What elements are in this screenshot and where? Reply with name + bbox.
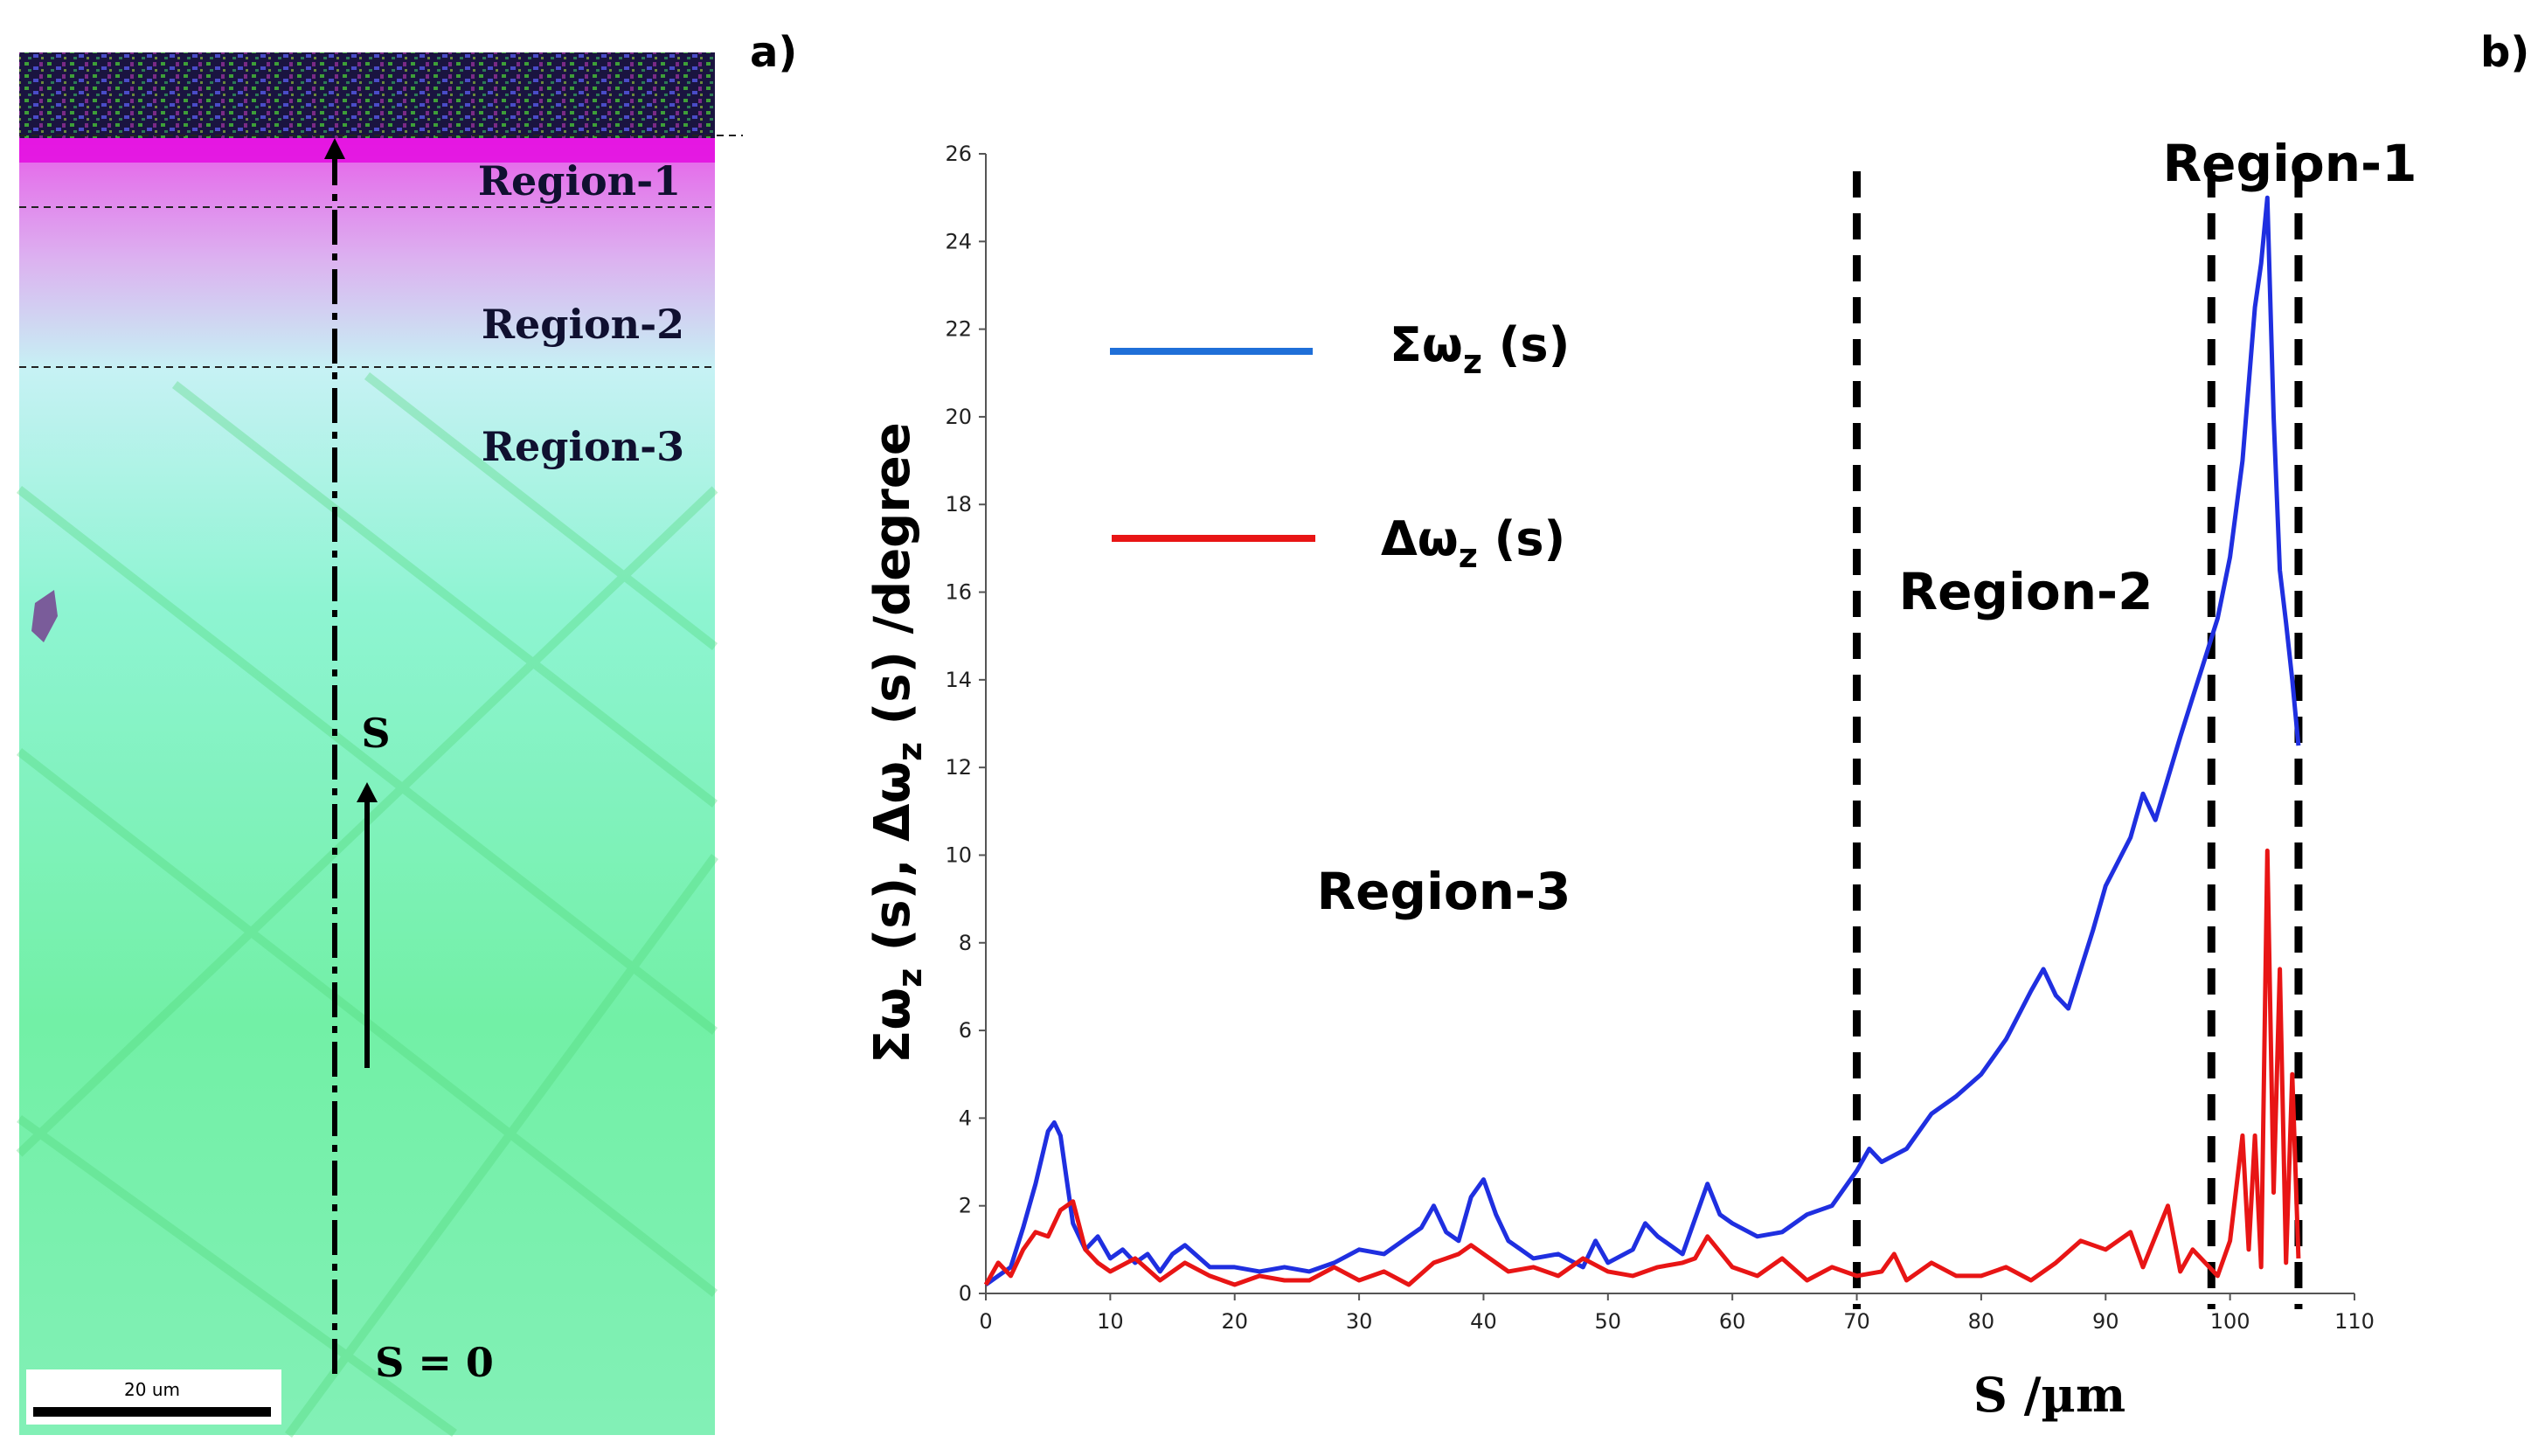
region-boundaries [1853,171,2303,1309]
x-tick-label: 100 [2210,1309,2250,1334]
x-tick-label: 20 [1221,1309,1248,1334]
y-tick-label: 18 [945,492,972,517]
x-tick-label: 60 [1719,1309,1746,1334]
micrograph-background [19,52,715,1435]
chart: 0 10 20 30 40 50 60 70 80 90 100 110 02468101214161… [864,134,2417,1423]
s-origin-label: S = 0 [375,1339,494,1386]
s-arrow-label: S [361,710,390,757]
panel-a-label: a) [750,28,797,77]
y-tick-label: 6 [959,1018,972,1043]
y-tick-label: 14 [945,668,972,692]
y-tick-label: 10 [945,842,972,867]
x-ticks: 0 10 20 30 40 50 60 70 80 90 100 110 [979,1293,2375,1334]
micrograph-surface-band [19,138,715,163]
x-tick-label: 40 [1470,1309,1497,1334]
slip-lines [16,372,719,1438]
x-tick-label: 90 [2092,1309,2119,1334]
x-tick-label: 80 [1968,1309,1995,1334]
scale-bar-line [33,1407,271,1417]
x-tick-label: 110 [2334,1309,2375,1334]
y-label-sub-1: z [891,968,929,988]
legend: Σωz (s) Δωz (s) [1110,317,1570,575]
inclusion [31,590,58,642]
region-2-label-a: Region-2 [482,301,684,348]
y-tick-label: 2 [959,1194,972,1218]
trace-arrowhead [324,138,345,159]
y-tick-label: 16 [945,580,972,605]
y-tick-label: 22 [945,317,972,342]
legend-entry-delta: Δωz (s) [1381,511,1565,575]
svg-text:Σωz (s), Δωz (s) /degree: Σωz (s), Δωz (s) /degree [864,422,929,1064]
region-3-label-a: Region-3 [482,423,684,470]
y-label-sub-2: z [891,742,929,761]
series-line-sum [984,195,2301,1287]
micrograph-noisy-top [19,52,715,138]
y-label-part-3: (s) /degree [864,422,921,742]
s-direction-arrowhead [357,782,378,802]
scale-bar: 20 um [26,1369,281,1425]
microstructure-panel: 20 um Region-1 Region-2 Region-3 S S = 0 [16,52,743,1438]
panel-b-label: b) [2480,28,2529,77]
x-tick-label: 70 [1843,1309,1870,1334]
y-tick-label: 20 [945,405,972,429]
y-label-part-2: (s), Δω [864,761,921,968]
y-tick-label: 4 [959,1106,972,1130]
y-tick-label: 26 [945,142,972,166]
legend-entry-sum: Σωz (s) [1390,317,1570,381]
series-line-delta [983,848,2301,1287]
region-1-label-a: Region-1 [478,157,681,205]
x-tick-label: 10 [1097,1309,1124,1334]
scale-bar-label: 20 um [124,1379,180,1400]
region-3-annotation: Region-3 [1317,862,1571,921]
y-tick-label: 12 [945,755,972,780]
x-tick-label: 0 [979,1309,992,1334]
y-tick-label: 24 [945,229,972,253]
x-axis-label: S /µm [1973,1367,2125,1423]
y-axis-label: Σωz (s), Δωz (s) /degree [864,422,929,1064]
x-tick-label: 50 [1595,1309,1622,1334]
region-boundary-lines [19,135,743,368]
series-layer [983,195,2301,1287]
x-tick-label: 30 [1346,1309,1373,1334]
y-tick-label: 0 [959,1281,972,1306]
y-label-sigma: Σω [864,988,921,1064]
y-tick-label: 8 [959,931,972,955]
region-1-annotation: Region-1 [2163,134,2417,193]
region-2-annotation: Region-2 [1899,562,2153,621]
